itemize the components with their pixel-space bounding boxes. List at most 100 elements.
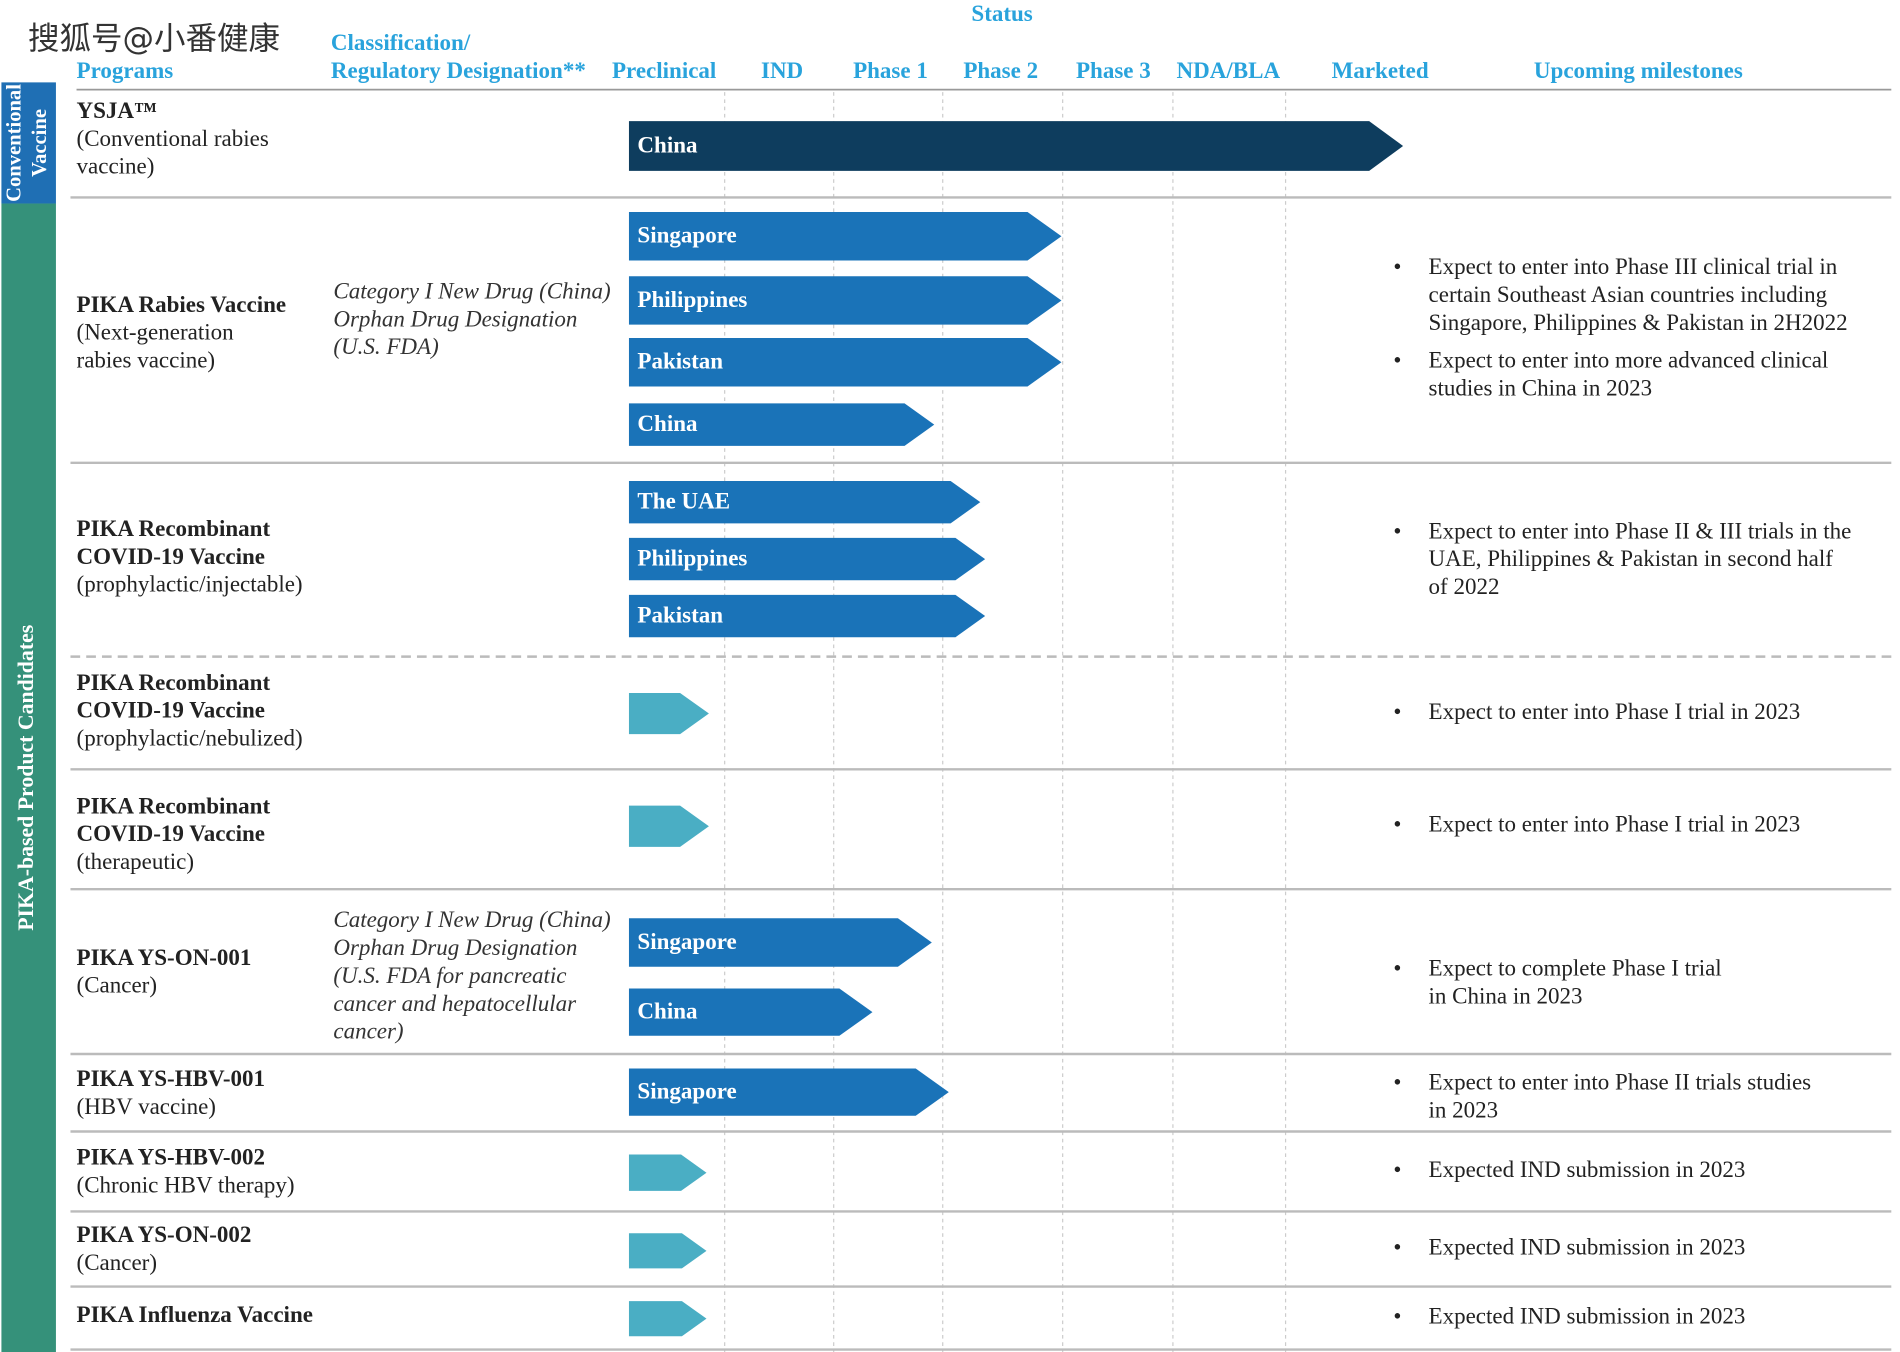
progress-arrow [628,212,1062,261]
bullet: • [1393,955,1401,981]
milestone: Expect to enter into more advanced clini… [1429,347,1829,373]
bar-label: Pakistan [637,602,723,628]
program-description: (Cancer) [77,972,157,998]
program-name: PIKA YS-HBV-001 [77,1065,265,1091]
bullet: • [1393,1302,1401,1328]
column-header: Classification/ [331,29,471,55]
group-bar [1,82,56,204]
stage-header: Marketed [1332,57,1429,83]
progress-arrow [628,1233,707,1269]
milestone: Singapore, Philippines & Pakistan in 2H2… [1429,309,1848,335]
progress-arrow [628,121,1404,171]
milestone: Expect to enter into Phase II & III tria… [1429,517,1852,543]
progress-arrow [628,276,1062,325]
milestone: Expect to enter into Phase III clinical … [1429,253,1838,279]
program-description: vaccine) [77,153,155,179]
program-description: (Next-generation [77,319,235,345]
column-header: Regulatory Designation** [331,57,586,83]
progress-arrow [628,1301,707,1337]
bullet: • [1393,347,1401,373]
progress-arrow [628,338,1062,387]
milestone: UAE, Philippines & Pakistan in second ha… [1429,545,1834,571]
group-label-line: Vaccine [29,109,51,177]
progress-arrow [628,480,981,524]
bar-label: Philippines [637,545,747,571]
progress-arrow [628,988,873,1036]
bar-label: The UAE [637,488,730,514]
progress-arrow [628,1068,949,1116]
stage-header: Phase 2 [963,57,1038,83]
program-name: PIKA Rabies Vaccine [77,291,287,317]
program-description: (Conventional rabies [77,125,269,151]
milestone: studies in China in 2023 [1429,374,1653,400]
program-description: (Chronic HBV therapy) [77,1172,295,1198]
program-description: (Cancer) [77,1249,157,1275]
bullet: • [1393,517,1401,543]
program-name: COVID-19 Vaccine [77,697,265,723]
group-label: Conventional Vaccine [4,84,51,202]
bar-label: Pakistan [637,348,723,374]
program-name: PIKA Recombinant [77,669,271,695]
progress-arrow [628,594,986,638]
bullet: • [1393,1233,1401,1259]
bar-label: Philippines [637,286,747,312]
progress-arrow [628,537,986,581]
milestone: in 2023 [1429,1096,1499,1122]
program-name: YSJA™ [77,97,158,123]
progress-arrow [628,403,935,446]
bar-label: China [637,998,698,1024]
program-name: PIKA Influenza Vaccine [77,1301,313,1327]
classification: Orphan Drug Designation [333,934,577,960]
milestone: in China in 2023 [1429,983,1583,1009]
classification: Category I New Drug (China) [333,906,610,932]
stage-header: Phase 3 [1076,57,1151,83]
program-description: (prophylactic/nebulized) [77,724,303,750]
watermark: 搜狐号@小番健康 [28,21,280,57]
progress-arrow [628,1154,707,1191]
milestone: Expected IND submission in 2023 [1429,1156,1746,1182]
classification: Category I New Drug (China) [333,277,610,303]
program-name: PIKA Recombinant [77,792,271,818]
stage-header: Phase 1 [853,57,928,83]
milestone: Expect to enter into Phase I trial in 20… [1429,698,1801,724]
group-label: PIKA-based Product Candidates [14,625,38,931]
bullet: • [1393,811,1401,837]
group-label-line: PIKA-based Product Candidates [14,625,38,931]
stage-header: Preclinical [612,57,716,83]
bullet: • [1393,1069,1401,1095]
progress-arrow [628,805,709,847]
bar-label: China [637,410,698,436]
program-name: COVID-19 Vaccine [77,820,265,846]
milestone: of 2022 [1429,573,1500,599]
classification: (U.S. FDA for pancreatic [333,962,566,988]
program-description: (therapeutic) [77,848,194,874]
milestone: Expect to enter into Phase II trials stu… [1429,1069,1812,1095]
progress-arrow [628,692,709,735]
stage-header: IND [761,57,803,83]
bar-label: China [637,131,698,157]
bullet: • [1393,253,1401,279]
program-name: PIKA YS-ON-001 [77,944,252,970]
program-description: rabies vaccine) [77,347,216,373]
column-header: Upcoming milestones [1534,57,1743,83]
bullet: • [1393,1156,1401,1182]
program-name: PIKA Recombinant [77,515,271,541]
program-name: PIKA YS-HBV-002 [77,1144,265,1170]
milestone: Expect to complete Phase I trial [1429,955,1722,981]
program-name: PIKA YS-ON-002 [77,1221,252,1247]
bar-label: Singapore [637,928,736,954]
milestone: Expected IND submission in 2023 [1429,1302,1746,1328]
program-name: COVID-19 Vaccine [77,543,265,569]
classification: cancer and hepatocellular [333,990,577,1016]
group-bar [1,203,56,1352]
classification: cancer) [333,1018,403,1044]
program-description: (prophylactic/injectable) [77,571,303,597]
status-header: Status [971,0,1032,26]
bullet: • [1393,698,1401,724]
column-header: Programs [77,57,174,83]
bar-label: Singapore [637,1078,736,1104]
group-label-line: Conventional [4,84,26,202]
stage-header: NDA/BLA [1177,57,1281,83]
classification: (U.S. FDA) [333,333,438,359]
